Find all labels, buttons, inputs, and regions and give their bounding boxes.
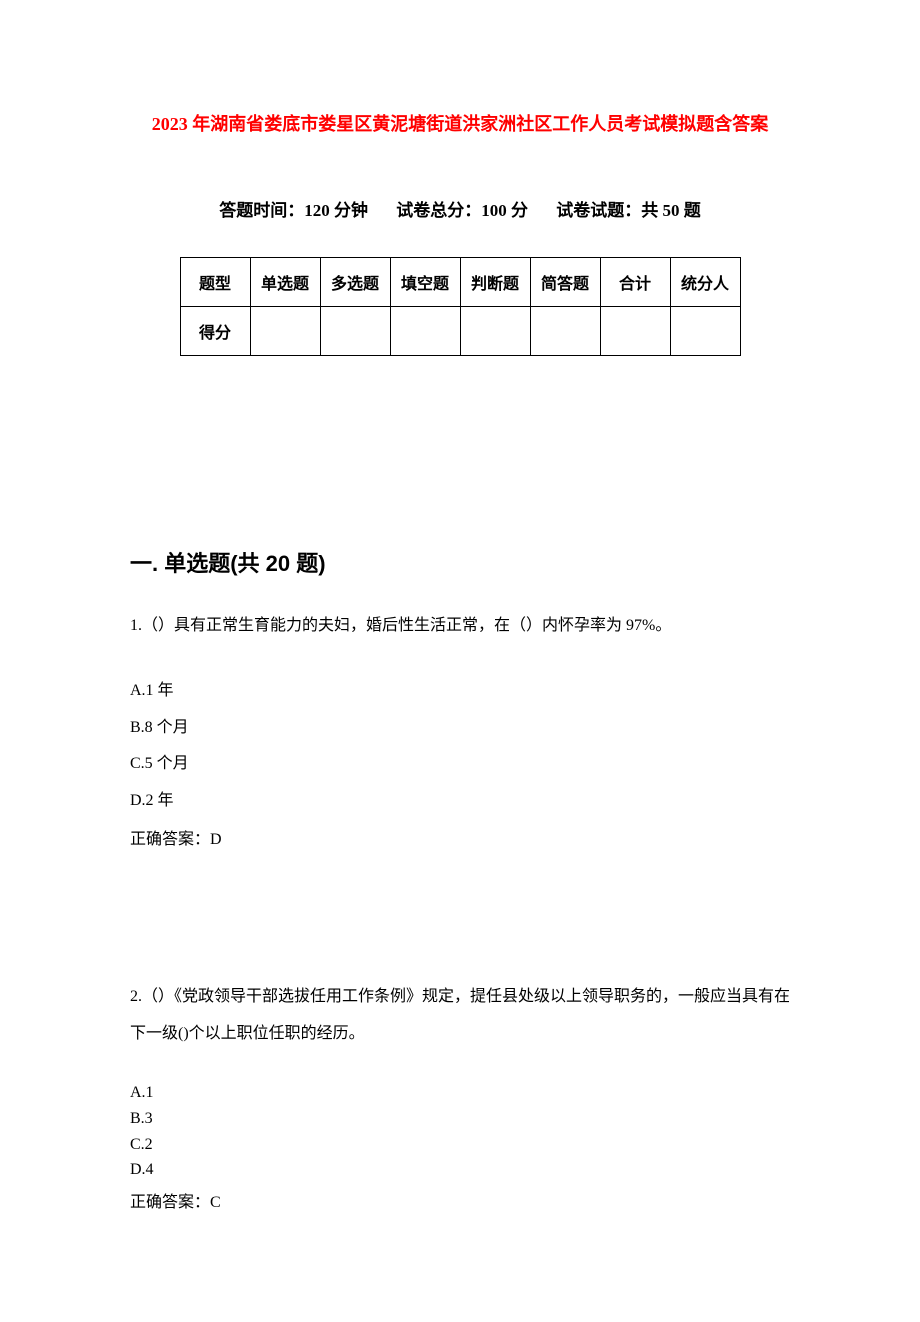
table-row: 得分 [180,307,740,356]
table-cell [390,307,460,356]
table-cell [600,307,670,356]
table-cell [670,307,740,356]
table-header: 统分人 [670,258,740,307]
question-options: A.1 年 B.8 个月 C.5 个月 D.2 年 [130,673,790,820]
table-header: 简答题 [530,258,600,307]
option: D.4 [130,1157,790,1183]
score-table: 题型 单选题 多选题 填空题 判断题 简答题 合计 统分人 得分 [180,257,741,356]
question-block: 1.（）具有正常生育能力的夫妇，婚后性生活正常，在（）内怀孕率为 97%。 A.… [130,608,790,859]
table-header: 合计 [600,258,670,307]
table-header: 题型 [180,258,250,307]
exam-metadata: 答题时间：120 分钟 试卷总分：100 分 试卷试题：共 50 题 [130,196,790,221]
question-stem: 2.（）《党政领导干部选拔任用工作条例》规定，提任县处级以上领导职务的，一般应当… [130,979,790,1053]
table-cell [460,307,530,356]
section-heading: 一. 单选题(共 20 题) [130,546,790,578]
document-title: 2023 年湖南省娄底市娄星区黄泥塘街道洪家洲社区工作人员考试模拟题含答案 [130,110,790,136]
question-block: 2.（）《党政领导干部选拔任用工作条例》规定，提任县处级以上领导职务的，一般应当… [130,979,790,1222]
option: A.1 年 [130,673,790,710]
option: C.2 [130,1132,790,1158]
table-header: 多选题 [320,258,390,307]
option: B.3 [130,1106,790,1132]
table-cell [530,307,600,356]
table-cell [320,307,390,356]
exam-time: 答题时间：120 分钟 [219,201,368,220]
correct-answer: 正确答案：D [130,822,790,859]
table-header: 判断题 [460,258,530,307]
option: B.8 个月 [130,710,790,747]
table-header: 单选题 [250,258,320,307]
table-cell [250,307,320,356]
option: C.5 个月 [130,746,790,783]
option: D.2 年 [130,783,790,820]
table-header: 填空题 [390,258,460,307]
table-row: 题型 单选题 多选题 填空题 判断题 简答题 合计 统分人 [180,258,740,307]
question-stem: 1.（）具有正常生育能力的夫妇，婚后性生活正常，在（）内怀孕率为 97%。 [130,608,790,645]
correct-answer: 正确答案：C [130,1185,790,1222]
question-options: A.1 B.3 C.2 D.4 [130,1080,790,1182]
exam-total-questions: 试卷试题：共 50 题 [556,201,701,220]
exam-total-score: 试卷总分：100 分 [396,201,528,220]
option: A.1 [130,1080,790,1106]
table-row-label: 得分 [180,307,250,356]
